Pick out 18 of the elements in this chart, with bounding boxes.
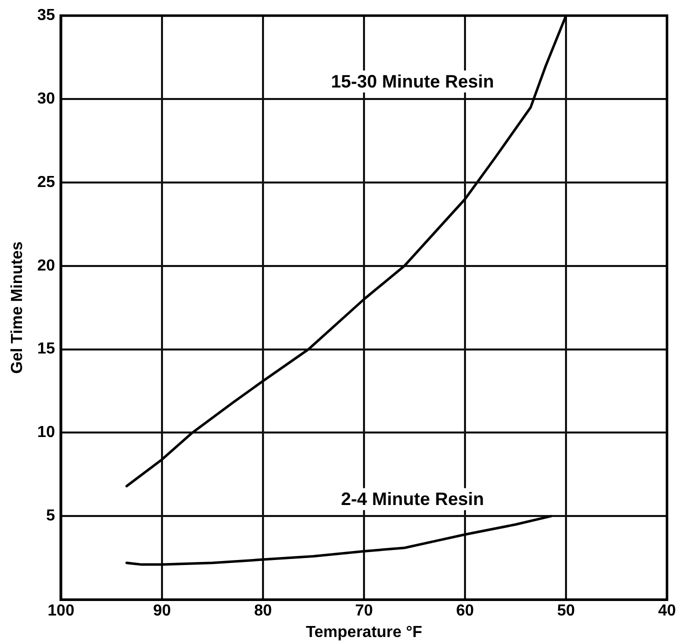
y-tick-label: 20: [37, 257, 56, 274]
x-tick-label: 90: [153, 602, 171, 620]
y-tick-label: 10: [37, 424, 56, 442]
x-tick-label: 100: [48, 602, 74, 620]
x-tick-label: 40: [658, 602, 676, 620]
x-tick-label: 60: [456, 602, 474, 620]
y-tick-label: 5: [46, 508, 56, 525]
y-tick-label: 25: [37, 174, 56, 191]
y-tick-label: 15: [37, 340, 56, 358]
y-axis-title: Gel Time Minutes: [9, 241, 26, 374]
y-tick-label: 35: [37, 7, 56, 24]
x-tick-label: 50: [557, 602, 575, 620]
x-tick-label: 70: [355, 602, 373, 620]
y-tick-label: 30: [37, 90, 56, 108]
x-axis-title: Temperature °F: [306, 624, 422, 641]
x-tick-label: 80: [254, 602, 272, 620]
series-label: 2-4 Minute Resin: [340, 489, 484, 510]
text: 15-30 Minute Resin: [330, 71, 494, 92]
